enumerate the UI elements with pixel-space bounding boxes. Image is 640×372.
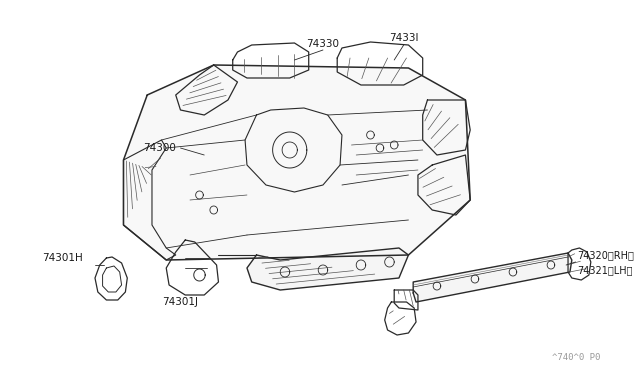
Polygon shape [413, 253, 572, 302]
Text: 74301J: 74301J [163, 297, 198, 307]
Polygon shape [247, 248, 408, 290]
Text: 74300: 74300 [143, 143, 176, 153]
Polygon shape [124, 65, 470, 260]
Text: 74321〈LH〉: 74321〈LH〉 [577, 265, 633, 275]
Text: ^740^0 P0: ^740^0 P0 [552, 353, 600, 362]
Text: 74301H: 74301H [42, 253, 83, 263]
Text: 7433I: 7433I [389, 33, 419, 43]
Text: 74320〈RH〉: 74320〈RH〉 [577, 250, 634, 260]
Text: 74330: 74330 [307, 39, 339, 49]
